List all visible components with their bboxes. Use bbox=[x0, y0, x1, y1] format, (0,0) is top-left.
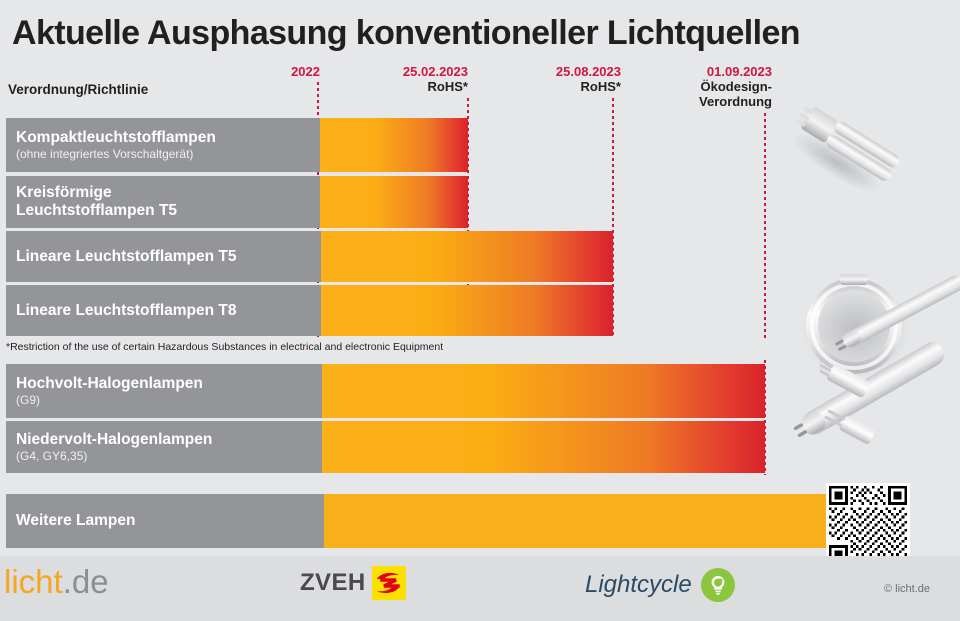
qr-code[interactable] bbox=[826, 483, 910, 567]
date-marker-25-02-2023-regulation: RoHS* bbox=[427, 79, 468, 94]
lightcycle-logo[interactable]: Lightcycle bbox=[585, 568, 735, 602]
lightcycle-bulb-icon bbox=[700, 568, 735, 602]
date-line-25-02-2023 bbox=[467, 98, 469, 338]
row-label-hochvolt-halogen: Hochvolt-Halogenlampen (G9) bbox=[6, 364, 322, 418]
qr-code-graphic bbox=[829, 486, 907, 564]
halogen-lamp-g4-icon bbox=[824, 409, 875, 444]
halogen-illustrations bbox=[813, 357, 875, 444]
date-marker-01-09-2023-regulation-line1: Ökodesign- bbox=[700, 79, 772, 94]
table-row: Kompaktleuchtstofflampen (ohne integrier… bbox=[6, 118, 468, 172]
row-label-main: Kreisförmige bbox=[16, 184, 112, 201]
row-bar bbox=[319, 176, 468, 228]
row-bar bbox=[320, 231, 613, 282]
table-row: Kreisförmige Leuchtstofflampen T5 bbox=[6, 176, 468, 228]
row-label-sub: (G9) bbox=[16, 393, 40, 407]
linear-fluorescent-lamp-t5-icon bbox=[835, 275, 960, 351]
table-row: Niedervolt-Halogenlampen (G4, GY6,35) bbox=[6, 421, 765, 473]
zveh-logo-mark-icon bbox=[371, 566, 406, 600]
date-line-01-09-2023-lower bbox=[764, 360, 766, 475]
row-bar bbox=[319, 118, 468, 172]
row-label-lineare-t5: Lineare Leuchtstofflampen T5 bbox=[6, 231, 321, 282]
date-marker-25-08-2023-regulation: RoHS* bbox=[580, 79, 621, 94]
lightcycle-logo-text: Lightcycle bbox=[585, 571, 692, 598]
row-bar bbox=[321, 421, 765, 473]
row-label-main: Kompaktleuchtstofflampen bbox=[16, 129, 216, 146]
table-row: Weitere Lampen bbox=[6, 494, 861, 548]
row-label-main: Niedervolt-Halogenlampen bbox=[16, 431, 213, 448]
row-label-main-line2: Leuchtstofflampen T5 bbox=[16, 202, 178, 219]
row-label-main: Lineare Leuchtstofflampen T8 bbox=[16, 301, 237, 319]
copyright-text: © licht.de bbox=[884, 583, 931, 595]
date-marker-25-02-2023: 25.02.2023 RoHS* bbox=[403, 64, 468, 94]
row-label-kreisfoermige-t5: Kreisförmige Leuchtstofflampen T5 bbox=[6, 176, 320, 228]
date-marker-01-09-2023-regulation-line2: Verordnung bbox=[699, 94, 772, 109]
date-marker-25-08-2023-date: 25.08.2023 bbox=[555, 64, 621, 79]
halogen-lamp-g9-icon bbox=[813, 357, 870, 398]
date-line-01-09-2023 bbox=[764, 113, 766, 338]
lamp-illustrations bbox=[792, 106, 960, 438]
halogen-photo-group bbox=[813, 355, 950, 475]
linear-fluorescent-lamp-t8-icon bbox=[793, 342, 945, 438]
table-row: Lineare Leuchtstofflampen T8 bbox=[6, 285, 613, 336]
row-label-lineare-t8: Lineare Leuchtstofflampen T8 bbox=[6, 285, 321, 336]
row-bar-open-ended bbox=[324, 494, 826, 548]
zveh-logo[interactable]: ZVEH bbox=[300, 566, 406, 600]
date-marker-01-09-2023: 01.09.2023 Ökodesign- Verordnung bbox=[699, 64, 772, 109]
date-marker-25-08-2023: 25.08.2023 RoHS* bbox=[556, 64, 621, 94]
row-label-main: Weitere Lampen bbox=[16, 512, 136, 529]
table-row: Lineare Leuchtstofflampen T5 bbox=[6, 231, 613, 282]
date-marker-2022: 2022 bbox=[291, 64, 320, 79]
date-marker-2022-date: 2022 bbox=[291, 64, 320, 79]
row-bar bbox=[320, 285, 613, 336]
row-label-kompaktleuchtstofflampen: Kompaktleuchtstofflampen (ohne integrier… bbox=[6, 118, 320, 172]
zveh-swoosh-icon bbox=[376, 572, 400, 594]
page-title: Aktuelle Ausphasung konventioneller Lich… bbox=[12, 14, 801, 52]
row-bar bbox=[321, 364, 765, 418]
table-row: Hochvolt-Halogenlampen (G9) bbox=[6, 364, 765, 418]
licht-de-logo[interactable]: licht.de bbox=[4, 562, 109, 602]
row-label-main: Hochvolt-Halogenlampen bbox=[16, 375, 203, 392]
row-label-niedervolt-halogen: Niedervolt-Halogenlampen (G4, GY6,35) bbox=[6, 421, 322, 473]
row-label-sub: (G4, GY6,35) bbox=[16, 449, 88, 463]
date-line-25-08-2023 bbox=[612, 98, 614, 338]
licht-de-logo-text: licht bbox=[4, 563, 63, 600]
zveh-logo-text: ZVEH bbox=[300, 569, 366, 596]
bulb-recycle-icon bbox=[711, 576, 725, 595]
row-label-main: Lineare Leuchtstofflampen T5 bbox=[16, 247, 237, 265]
date-marker-01-09-2023-date: 01.09.2023 bbox=[706, 64, 772, 79]
footer-bar bbox=[0, 556, 960, 621]
lamp-photo-group bbox=[790, 100, 960, 480]
licht-de-logo-suffix: .de bbox=[62, 563, 109, 600]
date-marker-25-02-2023-date: 25.02.2023 bbox=[402, 64, 468, 79]
row-label-sub: (ohne integriertes Vorschaltgerät) bbox=[16, 147, 194, 161]
row-label-weitere-lampen: Weitere Lampen bbox=[6, 494, 324, 548]
compact-fluorescent-lamp-icon bbox=[792, 106, 900, 193]
footnote-rohs: *Restriction of the use of certain Hazar… bbox=[6, 341, 444, 353]
column-header-label: Verordnung/Richtlinie bbox=[8, 82, 149, 97]
